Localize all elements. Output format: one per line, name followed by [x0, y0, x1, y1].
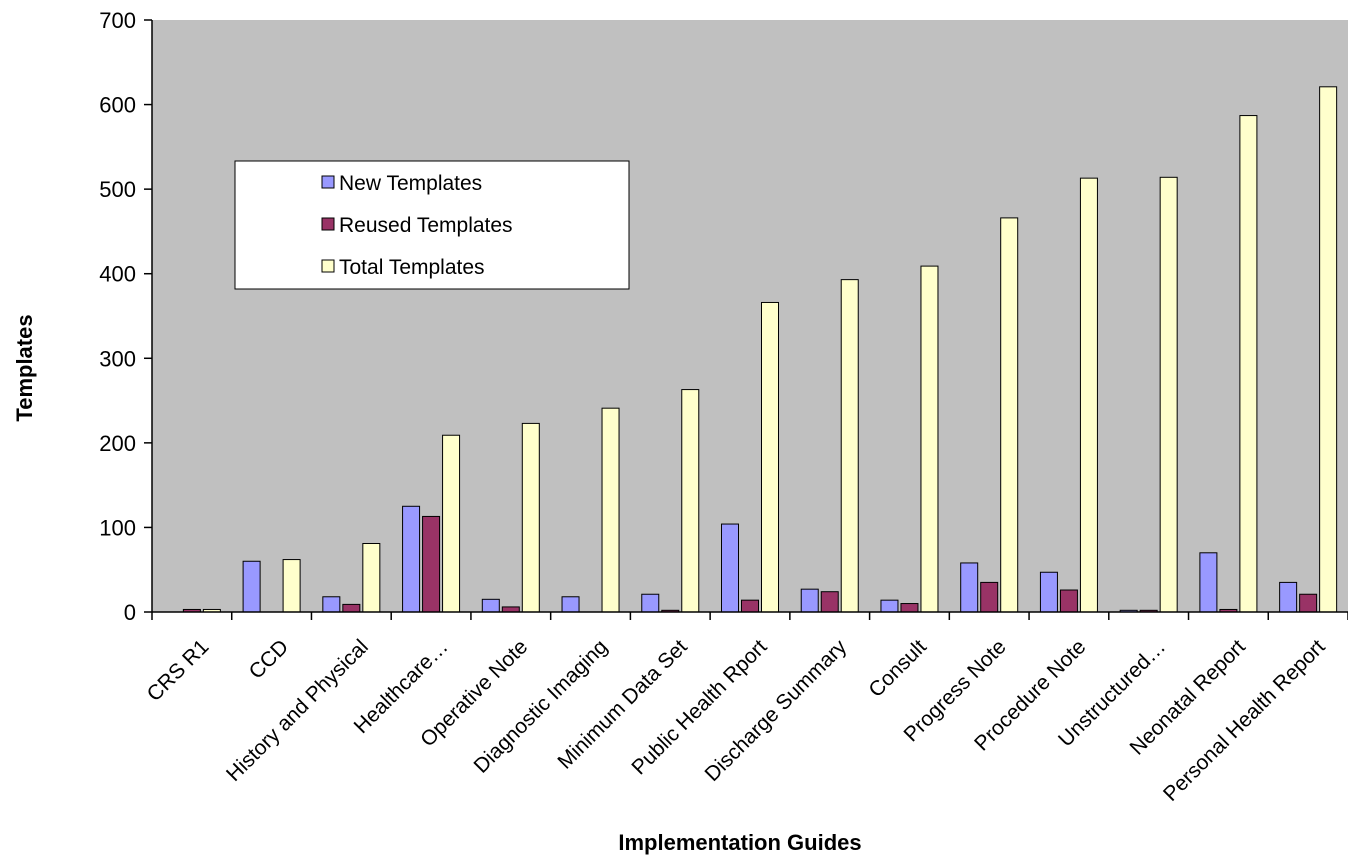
bar-reused	[741, 599, 759, 613]
x-tick-label: History and Physical	[222, 635, 373, 786]
bar-total	[761, 301, 779, 613]
bar-reused	[820, 591, 839, 613]
legend-swatch	[321, 217, 335, 231]
legend-label: New Templates	[339, 172, 482, 195]
legend: New Templates Reused Templates Total Templ…	[234, 160, 630, 290]
bar-reused	[1299, 593, 1318, 613]
bar-total	[840, 279, 859, 613]
bar-new	[322, 596, 341, 613]
bar-total	[920, 265, 939, 613]
bar-total	[521, 422, 540, 613]
plot-area	[152, 20, 1348, 612]
y-tick-label: 100	[99, 515, 136, 540]
legend-box	[234, 160, 630, 290]
y-tick-label: 300	[99, 346, 136, 371]
bar-total	[1000, 217, 1019, 613]
y-tick-label: 600	[99, 93, 136, 118]
bar-reused	[501, 606, 520, 613]
bar-total	[601, 407, 620, 613]
bar-total	[1079, 177, 1098, 613]
bar-total	[1159, 176, 1178, 613]
y-axis-ticks: 0 100 200 300 400 500 600 700	[99, 8, 152, 625]
x-tick-label: Consult	[864, 635, 931, 702]
legend-label: Reused Templates	[339, 214, 513, 237]
y-tick-label: 700	[99, 8, 136, 33]
bar-reused	[342, 603, 361, 613]
legend-swatch	[321, 175, 335, 189]
bar-new	[800, 588, 819, 613]
bar-new	[960, 562, 979, 613]
bars	[182, 86, 1338, 613]
bar-total	[282, 559, 301, 613]
bar-reused	[1059, 589, 1078, 613]
x-tick-label: Personal Health Report	[1159, 635, 1330, 806]
bar-new	[1199, 552, 1218, 613]
bar-reused	[900, 603, 919, 613]
bar-new	[1039, 571, 1058, 613]
bar-total	[362, 542, 381, 613]
x-axis-title: Implementation Guides	[618, 830, 861, 855]
bar-new	[402, 505, 421, 613]
bar-total	[1239, 115, 1258, 613]
bar-reused	[422, 515, 441, 613]
bar-new	[880, 599, 899, 613]
y-tick-label: 400	[99, 262, 136, 287]
bar-total	[442, 434, 461, 613]
bar-new	[561, 596, 580, 613]
x-tick-label: Discharge Summary	[700, 635, 851, 786]
bar-reused	[980, 581, 999, 613]
y-tick-label: 0	[124, 600, 136, 625]
bar-new	[481, 598, 500, 613]
legend-swatch	[321, 259, 335, 273]
bar-total	[1319, 86, 1338, 613]
y-tick-label: 200	[99, 431, 136, 456]
bar-new	[641, 593, 660, 613]
y-axis-title: Templates	[12, 314, 37, 421]
x-tick-label: CCD	[245, 635, 293, 683]
y-tick-label: 500	[99, 177, 136, 202]
x-tick-label: CRS R1	[143, 635, 214, 706]
bar-total	[681, 389, 700, 613]
bar-new	[1279, 581, 1298, 613]
bar-new	[242, 560, 261, 613]
x-tick-label: Diagnostic Imaging	[470, 635, 613, 778]
x-tick-label: Public Health Rport	[627, 635, 771, 779]
legend-label: Total Templates	[339, 256, 485, 279]
bar-new	[721, 523, 739, 613]
